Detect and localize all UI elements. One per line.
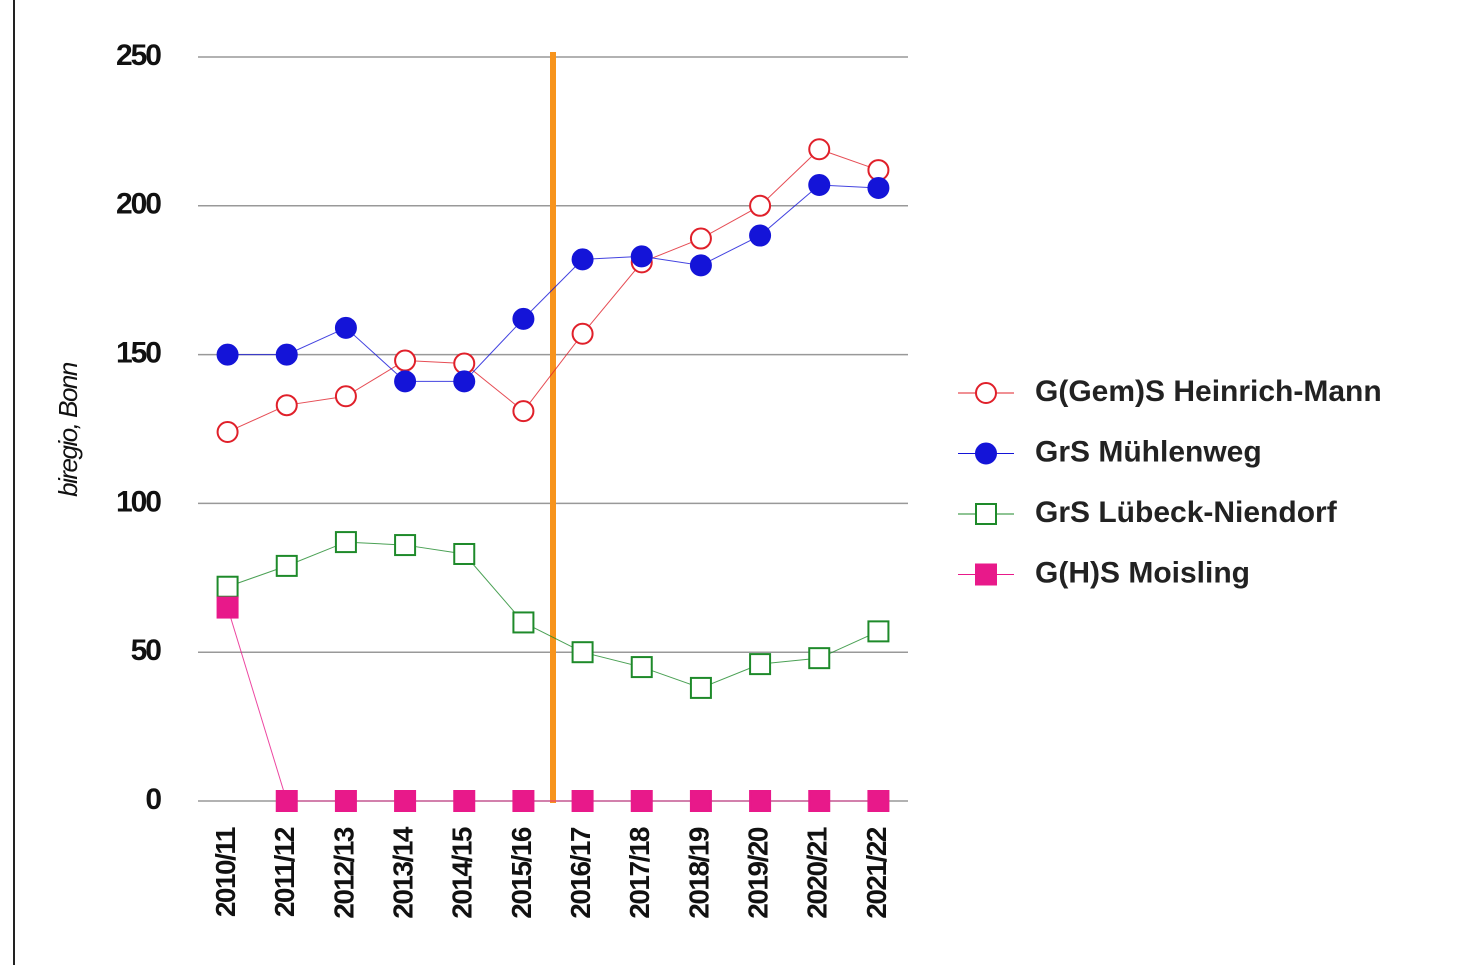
- point: [216, 596, 239, 619]
- legend-marker: [975, 442, 997, 465]
- x-tick-label: 2020/21: [802, 827, 833, 919]
- point: [749, 224, 772, 247]
- x-tick-label: 2021/22: [861, 827, 892, 919]
- point: [867, 790, 890, 812]
- point: [571, 248, 594, 271]
- point: [512, 400, 535, 423]
- legend-label: G(Gem)S Heinrich-Mann: [1035, 375, 1382, 408]
- point: [571, 641, 594, 664]
- series-markers: [216, 138, 890, 443]
- point: [275, 343, 298, 366]
- y-tick-label: 250: [116, 39, 161, 72]
- point: [394, 370, 417, 393]
- legend-item: G(H)S Moisling: [958, 556, 1250, 589]
- point: [512, 790, 535, 812]
- y-tick-label: 0: [145, 783, 161, 816]
- point: [571, 790, 594, 812]
- point: [275, 394, 298, 417]
- point: [689, 227, 712, 250]
- point: [334, 385, 357, 408]
- point: [808, 647, 831, 670]
- legend-marker: [975, 563, 997, 586]
- point: [216, 575, 239, 598]
- x-tick-label: 2010/11: [210, 827, 241, 917]
- point: [275, 554, 298, 577]
- point: [334, 531, 357, 554]
- legend-label: GrS Lübeck-Niendorf: [1035, 496, 1338, 529]
- x-tick-label: 2014/15: [447, 827, 478, 919]
- point: [216, 343, 239, 366]
- point: [334, 790, 357, 812]
- point: [630, 656, 653, 679]
- legend-marker: [975, 503, 997, 525]
- y-tick-label: 50: [131, 634, 162, 667]
- point: [749, 653, 772, 676]
- point: [394, 790, 417, 812]
- y-tick-label: 150: [116, 337, 161, 370]
- x-tick-label: 2019/20: [742, 827, 773, 919]
- x-tick-label: 2015/16: [506, 827, 537, 919]
- point: [275, 790, 298, 812]
- legend-label: G(H)S Moisling: [1035, 556, 1250, 589]
- point: [512, 611, 535, 634]
- legend-marker: [975, 382, 997, 404]
- legend-label: GrS Mühlenweg: [1035, 435, 1262, 468]
- series-markers: [216, 596, 890, 812]
- x-tick-label: 2012/13: [328, 827, 359, 919]
- point: [453, 542, 476, 565]
- point: [571, 322, 594, 345]
- point: [630, 790, 653, 812]
- point: [749, 194, 772, 217]
- point: [808, 138, 831, 161]
- point: [453, 370, 476, 393]
- x-tick-label: 2013/14: [387, 826, 418, 919]
- x-tick-label: 2017/18: [624, 827, 655, 919]
- x-tick-label: 2011/12: [269, 827, 300, 917]
- x-tick-label: 2018/19: [683, 827, 714, 919]
- y-tick-label: 100: [116, 485, 161, 518]
- y-tick-label: 200: [116, 188, 161, 221]
- point: [808, 173, 831, 196]
- series-markers: [216, 173, 890, 393]
- point: [749, 790, 772, 812]
- x-tick-label: 2016/17: [565, 827, 596, 919]
- point: [630, 245, 653, 268]
- point: [867, 620, 890, 643]
- point: [689, 676, 712, 699]
- point: [512, 307, 535, 330]
- point: [689, 790, 712, 812]
- point: [216, 420, 239, 443]
- point: [394, 534, 417, 557]
- point: [394, 349, 417, 372]
- legend-item: G(Gem)S Heinrich-Mann: [958, 375, 1382, 408]
- point: [867, 176, 890, 199]
- legend-item: GrS Lübeck-Niendorf: [958, 496, 1338, 529]
- point: [689, 254, 712, 277]
- series-markers: [216, 531, 890, 699]
- legend-item: GrS Mühlenweg: [958, 435, 1262, 468]
- y-axis-label: biregio, Bonn: [53, 362, 83, 497]
- point: [808, 790, 831, 812]
- point: [453, 790, 476, 812]
- point: [334, 316, 357, 339]
